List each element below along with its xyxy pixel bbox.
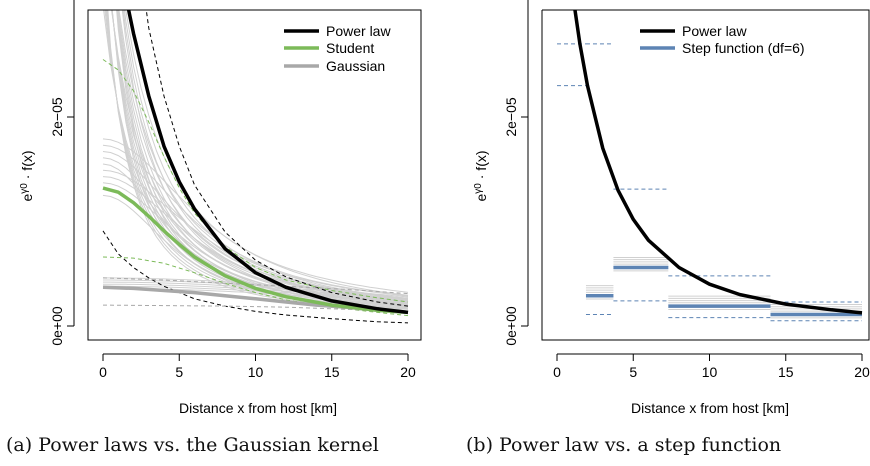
legend: Power law Step function (df=6) [640, 23, 805, 56]
legend-label-gaussian: Gaussian [326, 58, 385, 74]
legend: Power law Student Gaussian [284, 23, 391, 74]
x-tick-label: 15 [324, 364, 340, 380]
x-tick-label: 20 [400, 364, 416, 380]
x-tick-label: 10 [702, 364, 718, 380]
credible-bound-power-law [145, 10, 409, 307]
credible-bound-student [102, 59, 409, 303]
plot-frame [541, 9, 870, 341]
x-tick-label: 10 [248, 364, 264, 380]
power-law-sample-curve [116, 10, 409, 305]
credible-bound-power-law [102, 230, 409, 324]
student-sample-curve [102, 151, 409, 302]
student-sample-curve [102, 138, 409, 296]
y-axis-label: eγ0 · f(x) [473, 150, 490, 201]
step-credible-bounds [557, 43, 862, 322]
plot-frame [87, 9, 422, 341]
x-tick-label: 0 [553, 364, 561, 380]
y-tick-label: 2e−05 [503, 97, 519, 137]
legend-label-power-law: Power law [682, 23, 747, 39]
series-lines [102, 10, 409, 315]
legend-label-step-function: Step function (df=6) [682, 40, 805, 56]
series-line-student [102, 186, 409, 315]
x-axis-label: Distance x from host [km] [631, 400, 789, 416]
series-lines [573, 10, 863, 317]
x-tick-label: 5 [629, 364, 637, 380]
x-axis-label: Distance x from host [km] [179, 400, 337, 416]
y-tick-label: 0e+00 [49, 306, 65, 346]
x-tick-label: 15 [778, 364, 794, 380]
caption-b: (b) Power law vs. a step function [466, 434, 782, 456]
series-line-power-law [573, 10, 863, 315]
power-law-sample-curve [123, 10, 409, 297]
y-tick-label: 0e+00 [503, 306, 519, 346]
credible-bound-student [102, 256, 409, 317]
legend-label-power-law: Power law [326, 23, 391, 39]
x-tick-label: 20 [854, 364, 870, 380]
x-tick-label: 5 [175, 364, 183, 380]
gaussian-sample-curve [103, 277, 409, 298]
x-tick-label: 0 [99, 364, 107, 380]
x-axis: 0 5 10 15 20 [553, 353, 870, 380]
credible-bound-gaussian [102, 277, 409, 295]
legend-label-student: Student [326, 40, 374, 56]
y-axis-label: eγ0 · f(x) [19, 150, 36, 201]
student-sample-curve [102, 144, 409, 299]
x-axis: 0 5 10 15 20 [99, 353, 416, 380]
y-tick-label: 2e−05 [49, 97, 65, 137]
caption-a: (a) Power laws vs. the Gaussian kernel [6, 434, 379, 456]
series-line-power-law [126, 10, 409, 315]
